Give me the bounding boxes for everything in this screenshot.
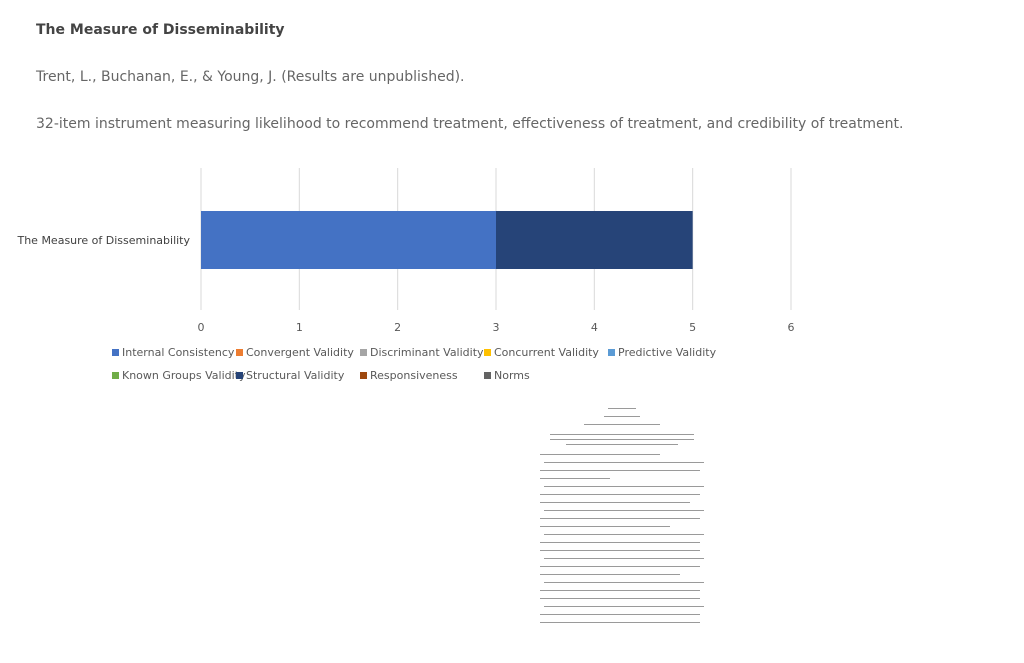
document-text-line bbox=[540, 622, 700, 623]
legend-item: Convergent Validity bbox=[236, 346, 354, 359]
legend-item: Structural Validity bbox=[236, 369, 344, 382]
document-text-line bbox=[540, 494, 700, 495]
document-text-line bbox=[540, 478, 610, 479]
document-text-line bbox=[540, 542, 700, 543]
document-text-line bbox=[540, 590, 700, 591]
bar-segment-internal-consistency bbox=[201, 211, 496, 269]
legend-item: Norms bbox=[484, 369, 530, 382]
document-text-line bbox=[540, 614, 700, 615]
citation: Trent, L., Buchanan, E., & Young, J. (Re… bbox=[36, 69, 465, 85]
legend-item: Known Groups Validity bbox=[112, 369, 245, 382]
document-text-line bbox=[540, 550, 700, 551]
document-text-line bbox=[608, 408, 636, 409]
document-text-line bbox=[540, 598, 700, 599]
x-tick-label: 3 bbox=[493, 321, 500, 334]
x-tick-label: 1 bbox=[296, 321, 303, 334]
legend-label: Known Groups Validity bbox=[122, 369, 246, 382]
legend-label: Responsiveness bbox=[370, 369, 458, 382]
document-text-line bbox=[540, 566, 700, 567]
document-text-line bbox=[540, 454, 660, 455]
legend-swatch bbox=[112, 348, 119, 356]
legend-label: Discriminant Validity bbox=[370, 346, 484, 359]
legend-label: Predictive Validity bbox=[618, 346, 717, 359]
document-text-line bbox=[540, 470, 700, 471]
document-text-line bbox=[550, 434, 694, 435]
legend-label: Structural Validity bbox=[246, 369, 345, 382]
legend-label: Norms bbox=[494, 369, 530, 382]
document-text-line bbox=[544, 558, 704, 559]
legend-swatch bbox=[236, 371, 243, 379]
legend-swatch bbox=[484, 348, 491, 356]
document-text-line bbox=[540, 574, 680, 575]
legend-swatch bbox=[360, 371, 367, 379]
document-text-line bbox=[540, 526, 670, 527]
document-text-line bbox=[604, 416, 640, 417]
legend-swatch bbox=[484, 371, 491, 379]
legend-swatch bbox=[112, 371, 119, 379]
legend-label: Convergent Validity bbox=[246, 346, 354, 359]
document-text-line bbox=[544, 510, 704, 511]
x-tick-label: 0 bbox=[198, 321, 205, 334]
legend-label: Concurrent Validity bbox=[494, 346, 599, 359]
legend-item: Concurrent Validity bbox=[484, 346, 599, 359]
legend-item: Responsiveness bbox=[360, 369, 458, 382]
document-text-line bbox=[544, 606, 704, 607]
document-text-line bbox=[584, 424, 660, 425]
document-text-line bbox=[544, 582, 704, 583]
x-tick-label: 2 bbox=[394, 321, 401, 334]
legend-item: Discriminant Validity bbox=[360, 346, 484, 359]
document-page-icon bbox=[536, 404, 708, 632]
x-tick-label: 6 bbox=[788, 321, 795, 334]
legend-swatch bbox=[360, 348, 367, 356]
document-text-line bbox=[566, 444, 678, 445]
document-text-line bbox=[540, 518, 700, 519]
document-text-line bbox=[544, 534, 704, 535]
x-tick-label: 4 bbox=[591, 321, 598, 334]
legend-label: Internal Consistency bbox=[122, 346, 235, 359]
legend-item: Predictive Validity bbox=[608, 346, 716, 359]
stacked-bar-chart: 0 1 2 3 4 5 6 The Measure of Disseminability bbox=[16, 168, 795, 334]
bar-segment-structural-validity bbox=[496, 211, 693, 269]
category-label: The Measure of Disseminability bbox=[16, 234, 190, 247]
document-text-line bbox=[544, 486, 704, 487]
legend-swatch bbox=[608, 348, 615, 356]
document-text-line bbox=[544, 462, 704, 463]
legend-item: Internal Consistency bbox=[112, 346, 234, 359]
description: 32-item instrument measuring likelihood … bbox=[36, 116, 904, 132]
page-title: The Measure of Disseminability bbox=[36, 22, 285, 38]
x-tick-label: 5 bbox=[689, 321, 696, 334]
legend-swatch bbox=[236, 348, 243, 356]
document-text-line bbox=[550, 439, 694, 440]
document-text-line bbox=[540, 502, 690, 503]
